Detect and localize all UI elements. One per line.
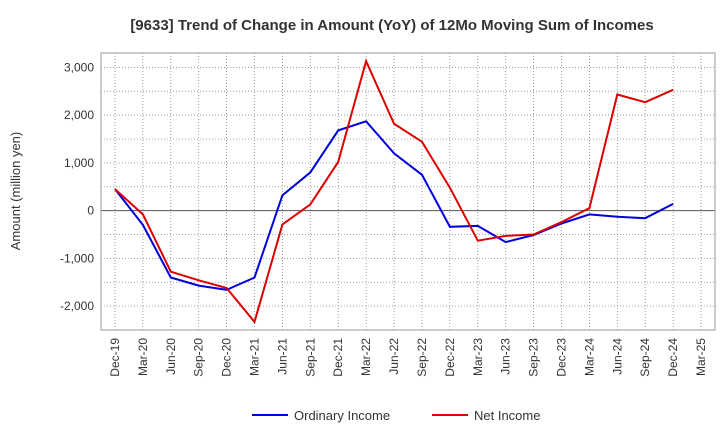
- y-axis-label: Amount (million yen): [8, 132, 23, 251]
- x-tick-label: Mar-21: [248, 338, 262, 376]
- x-tick-label: Mar-23: [471, 338, 485, 376]
- y-tick-label: -2,000: [60, 299, 94, 313]
- chart-title: [9633] Trend of Change in Amount (YoY) o…: [130, 17, 653, 34]
- x-tick-label: Dec-22: [443, 338, 457, 377]
- x-tick-label: Jun-24: [610, 338, 624, 375]
- y-tick-label: 2,000: [64, 108, 94, 122]
- y-tick-label: -1,000: [60, 251, 94, 265]
- legend: Ordinary Income Net Income: [252, 408, 540, 423]
- x-tick-label: Sep-24: [638, 338, 652, 377]
- y-tick-labels: -2,000 -1,000 0 1,000 2,000 3,000: [60, 60, 94, 313]
- x-tick-label: Mar-25: [694, 338, 708, 376]
- grid-layer: [101, 53, 715, 331]
- x-tick-label: Dec-21: [331, 338, 345, 377]
- x-tick-label: Jun-21: [275, 338, 289, 375]
- x-tick-labels: Dec-19 Mar-20 Jun-20 Sep-20 Dec-20 Mar-21 Jun-…: [108, 338, 708, 377]
- x-tick-label: Jun-23: [499, 338, 513, 375]
- x-tick-label: Dec-24: [666, 338, 680, 377]
- y-tick-label: 1,000: [64, 156, 94, 170]
- x-tick-label: Sep-21: [303, 338, 317, 377]
- x-tick-label: Sep-23: [527, 338, 541, 377]
- x-tick-label: Mar-20: [136, 338, 150, 376]
- plot-area-frame: [100, 52, 716, 331]
- legend-label-net-income: Net Income: [474, 408, 540, 423]
- x-tick-label: Mar-24: [582, 338, 596, 376]
- x-tick-label: Dec-23: [555, 338, 569, 377]
- series-line-ordinary-income: [114, 120, 674, 291]
- x-tick-label: Jun-20: [164, 338, 178, 375]
- x-tick-label: Sep-22: [415, 338, 429, 377]
- y-tick-label: 3,000: [64, 60, 94, 74]
- x-tick-label: Dec-19: [108, 338, 122, 377]
- y-tick-label: 0: [87, 204, 94, 218]
- x-tick-label: Sep-20: [192, 338, 206, 377]
- series-layer: [114, 58, 674, 325]
- series-line-net-income: [114, 58, 674, 325]
- x-tick-label: Dec-20: [220, 338, 234, 377]
- legend-label-ordinary-income: Ordinary Income: [294, 408, 390, 423]
- x-tick-label: Mar-22: [359, 338, 373, 376]
- x-tick-label: Jun-22: [387, 338, 401, 375]
